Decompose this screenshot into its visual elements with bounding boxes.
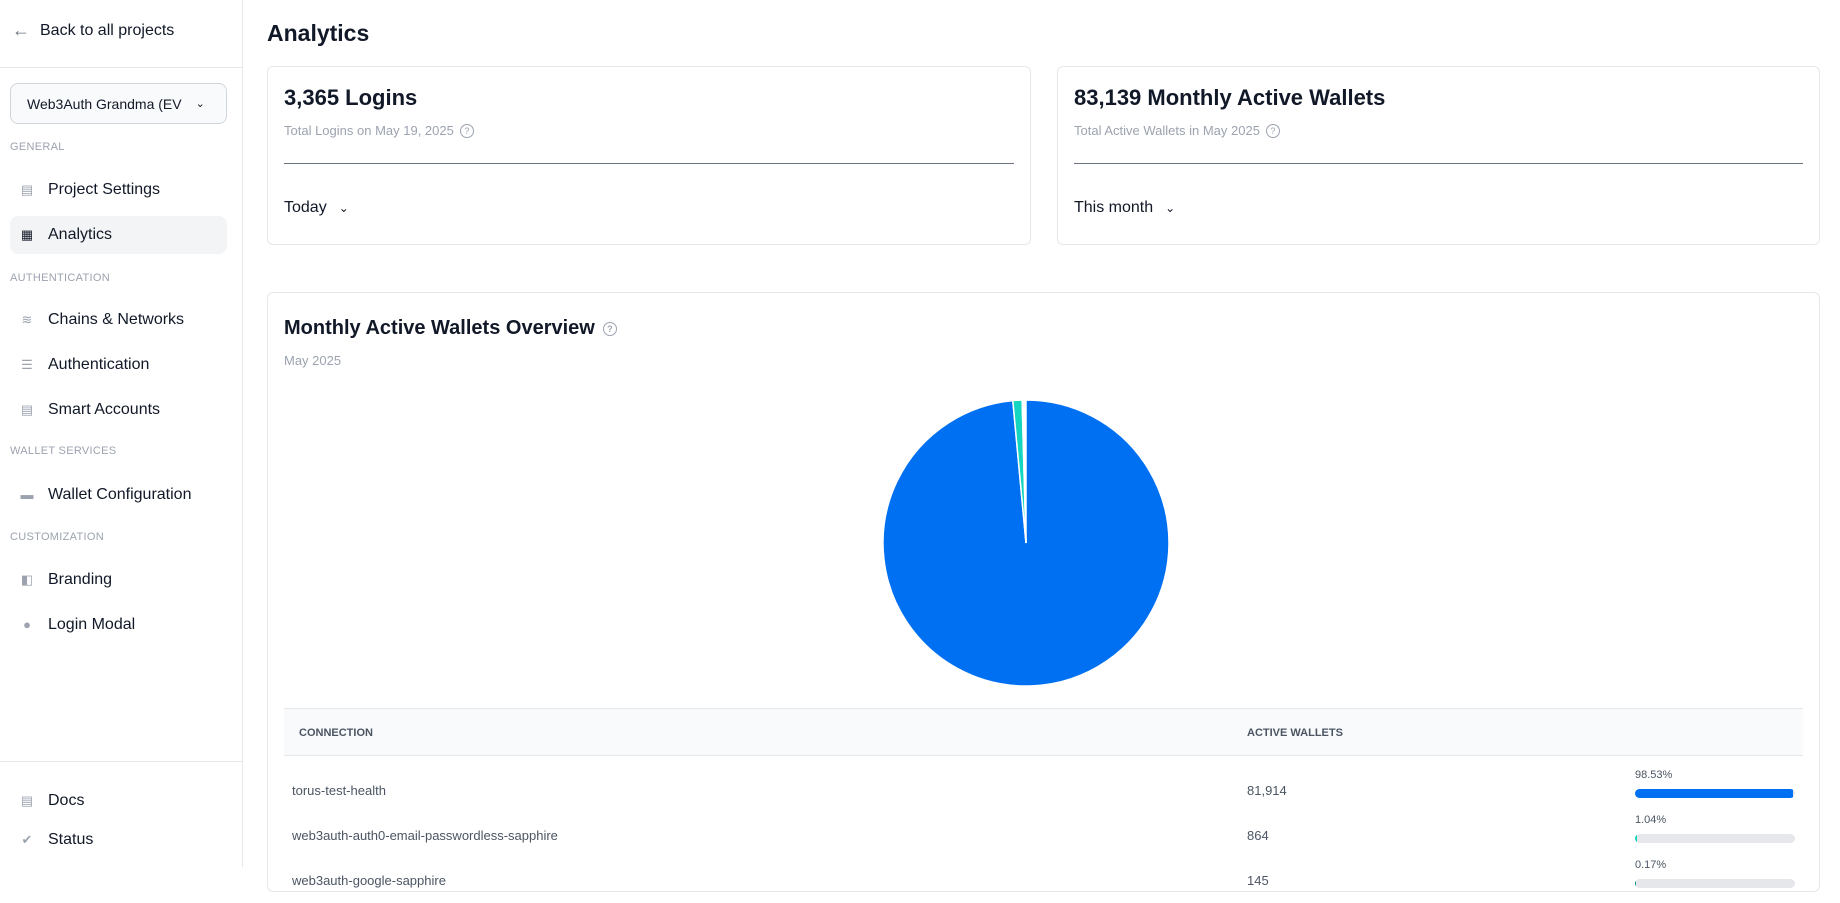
table-row: web3auth-auth0-email-passwordless-sapphi… — [284, 814, 1803, 858]
logins-card: 3,365 Logins Total Logins on May 19, 202… — [267, 66, 1031, 245]
label: Docs — [48, 792, 85, 809]
connection-name: web3auth-auth0-email-passwordless-sapphi… — [292, 828, 558, 843]
label: Chains & Networks — [48, 311, 185, 328]
document-icon: ▤ — [20, 402, 34, 417]
range-label: This month — [1074, 199, 1154, 216]
sidebar-item-status[interactable]: ✔ Status — [10, 821, 227, 859]
logins-range-dropdown[interactable]: Today ⌄ — [284, 199, 349, 217]
section-customization: CUSTOMIZATION — [10, 531, 104, 543]
label: Login Modal — [48, 616, 136, 633]
clipboard-icon: ▤ — [20, 182, 34, 197]
percent-bar-fill — [1635, 879, 1637, 888]
table-row: torus-test-health 81,914 98.53% — [284, 769, 1803, 813]
sidebar-item-login-modal[interactable]: ● Login Modal — [10, 606, 227, 644]
chevron-down-icon: ⌄ — [195, 98, 205, 110]
sidebar-item-analytics[interactable]: ▦ Analytics — [10, 216, 227, 254]
header-connection: CONNECTION — [299, 727, 373, 739]
label: Status — [48, 831, 94, 848]
sidebar-item-smart-accounts[interactable]: ▤ Smart Accounts — [10, 391, 227, 429]
divider — [284, 163, 1014, 164]
sidebar-item-chains[interactable]: ≋ Chains & Networks — [10, 301, 227, 339]
sidebar-item-docs[interactable]: ▤ Docs — [10, 782, 227, 820]
percent-bar — [1635, 789, 1795, 798]
database-icon: ☰ — [21, 357, 33, 372]
connection-name: torus-test-health — [292, 783, 386, 798]
section-wallet-services: WALLET SERVICES — [10, 445, 117, 457]
sidebar: ← Back to all projects Web3Auth Grandma (… — [0, 0, 243, 867]
back-link[interactable]: ← Back to all projects — [12, 20, 174, 41]
section-authentication: AUTHENTICATION — [10, 272, 110, 284]
percent-label: 0.17% — [1635, 859, 1667, 871]
overview-heading: Monthly Active Wallets Overview? — [284, 317, 617, 340]
wallets-range-dropdown[interactable]: This month ⌄ — [1074, 199, 1175, 217]
sidebar-item-wallet-configuration[interactable]: ▬ Wallet Configuration — [10, 476, 227, 514]
table-header: CONNECTION ACTIVE WALLETS — [284, 708, 1803, 756]
label: Project Settings — [48, 181, 161, 198]
label: Branding — [48, 571, 113, 588]
percent-bar — [1635, 834, 1795, 843]
chart-icon: ▦ — [20, 227, 34, 242]
overview-title: Monthly Active Wallets Overview — [284, 317, 595, 339]
percent-label: 98.53% — [1635, 769, 1673, 781]
range-label: Today — [284, 199, 327, 216]
header-active-wallets: ACTIVE WALLETS — [1247, 727, 1343, 739]
overview-card: Monthly Active Wallets Overview? May 202… — [267, 292, 1820, 892]
percent-bar-fill — [1635, 834, 1637, 843]
wallet-icon: ▬ — [20, 487, 34, 502]
percent-label: 1.04% — [1635, 814, 1667, 826]
pie-chart — [882, 399, 1170, 687]
document-icon: ▤ — [20, 793, 34, 808]
help-icon[interactable]: ? — [459, 123, 474, 138]
chevron-down-icon: ⌄ — [338, 201, 349, 215]
pie-slice-web3auth-google-sapphire[interactable] — [1021, 399, 1027, 544]
user-circle-icon: ● — [23, 617, 31, 632]
connection-name: web3auth-google-sapphire — [292, 873, 446, 888]
divider — [0, 67, 243, 68]
label: Analytics — [48, 226, 113, 243]
help-icon[interactable]: ? — [1265, 123, 1280, 138]
label: Authentication — [48, 356, 150, 373]
label: Wallet Configuration — [48, 486, 192, 503]
label: Smart Accounts — [48, 401, 161, 418]
arrow-left-icon: ← — [12, 20, 30, 40]
divider — [1074, 163, 1803, 164]
wifi-icon: ≋ — [21, 312, 33, 327]
wallets-subtitle: Total Active Wallets in May 2025 — [1074, 123, 1260, 138]
palette-icon: ◧ — [20, 572, 34, 587]
active-wallets-value: 145 — [1247, 873, 1269, 888]
active-wallets-value: 864 — [1247, 828, 1269, 843]
back-label: Back to all projects — [40, 21, 175, 39]
sidebar-item-project-settings[interactable]: ▤ Project Settings — [10, 171, 227, 209]
sidebar-item-branding[interactable]: ◧ Branding — [10, 561, 227, 599]
logins-subtitle: Total Logins on May 19, 2025 — [284, 123, 454, 138]
wallets-card: 83,139 Monthly Active Wallets Total Acti… — [1057, 66, 1820, 245]
page-title: Analytics — [267, 20, 370, 46]
overview-subtitle: May 2025 — [284, 353, 342, 368]
check-circle-icon: ✔ — [21, 832, 33, 847]
logins-title: 3,365 Logins — [284, 85, 418, 110]
active-wallets-value: 81,914 — [1247, 783, 1287, 798]
main-content: Analytics 3,365 Logins Total Logins on M… — [243, 0, 1840, 892]
sidebar-item-authentication[interactable]: ☰ Authentication — [10, 346, 227, 384]
divider — [0, 761, 243, 762]
project-select[interactable]: Web3Auth Grandma (EV ⌄ — [10, 83, 227, 124]
chevron-down-icon: ⌄ — [1165, 201, 1176, 215]
project-name: Web3Auth Grandma (EV — [27, 95, 182, 112]
percent-bar-fill — [1635, 789, 1793, 798]
table-row: web3auth-google-sapphire 145 0.17% — [284, 859, 1803, 903]
help-icon[interactable]: ? — [602, 321, 617, 336]
section-general: GENERAL — [10, 141, 65, 153]
percent-bar — [1635, 879, 1795, 888]
wallets-title: 83,139 Monthly Active Wallets — [1074, 85, 1386, 110]
